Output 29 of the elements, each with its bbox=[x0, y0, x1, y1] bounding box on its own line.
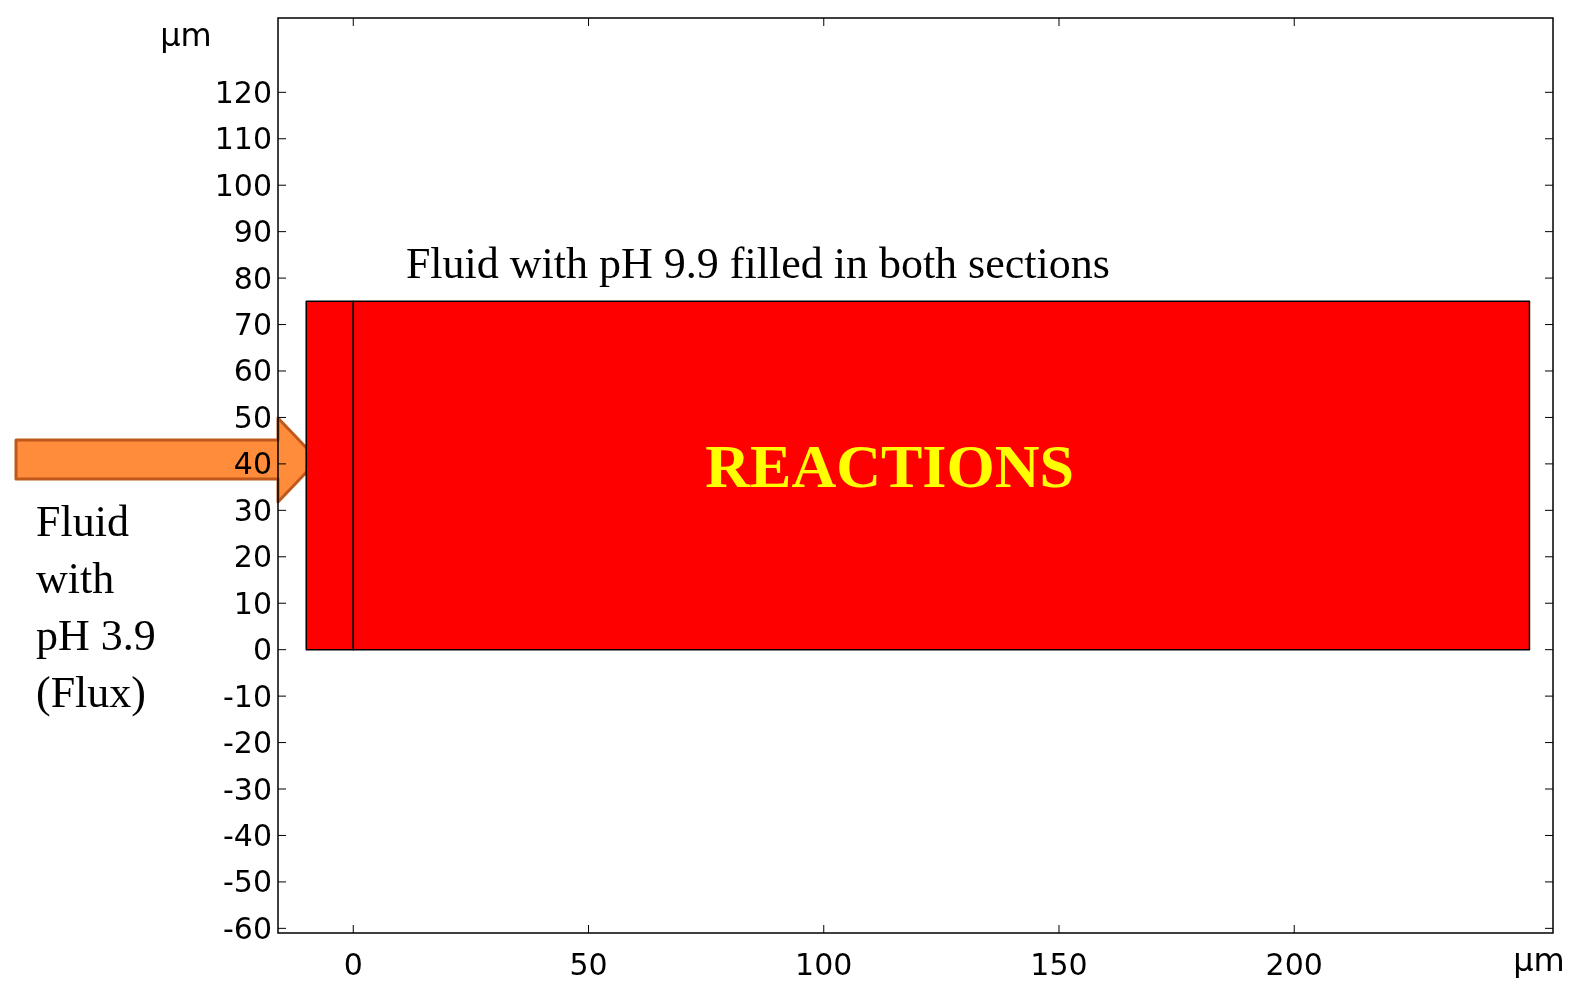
y-tick-label: -40 bbox=[223, 817, 272, 853]
x-tick-label: 50 bbox=[569, 947, 608, 982]
y-axis-title: μm bbox=[160, 16, 212, 54]
x-tick-label: 150 bbox=[1030, 947, 1088, 982]
y-tick-label: 90 bbox=[233, 214, 272, 250]
y-tick-label: 30 bbox=[233, 492, 272, 528]
y-tick-label: 100 bbox=[214, 167, 272, 203]
text: Fluid with pH 3.9 (Flux) bbox=[36, 497, 156, 717]
x-tick-label: 0 bbox=[343, 947, 363, 982]
annotation: REACTIONS bbox=[705, 432, 1074, 501]
y-tick-label: 110 bbox=[214, 121, 272, 157]
y-tick-label: -30 bbox=[223, 771, 272, 807]
y-tick-label: 60 bbox=[233, 353, 272, 389]
y-tick-label: 0 bbox=[252, 632, 272, 668]
y-tick-label: -60 bbox=[223, 910, 272, 946]
y-tick-label: 80 bbox=[233, 260, 272, 296]
y-tick-label: 10 bbox=[233, 585, 272, 621]
y-tick-label: -20 bbox=[223, 725, 272, 761]
y-tick-label: -10 bbox=[223, 678, 272, 714]
x-tick-label: 100 bbox=[795, 947, 853, 982]
x-tick-label: 200 bbox=[1265, 947, 1323, 982]
y-tick-label: 20 bbox=[233, 539, 272, 575]
y-tick-label: 120 bbox=[214, 74, 272, 110]
y-tick-label: -50 bbox=[223, 864, 272, 900]
y-tick-label: 70 bbox=[233, 307, 272, 343]
y-tick-label: 50 bbox=[233, 399, 272, 435]
y-tick-label: 40 bbox=[233, 446, 272, 482]
x-axis-title: μm bbox=[1513, 941, 1565, 979]
annotation: Fluid with pH 9.9 filled in both sections bbox=[405, 239, 1110, 289]
